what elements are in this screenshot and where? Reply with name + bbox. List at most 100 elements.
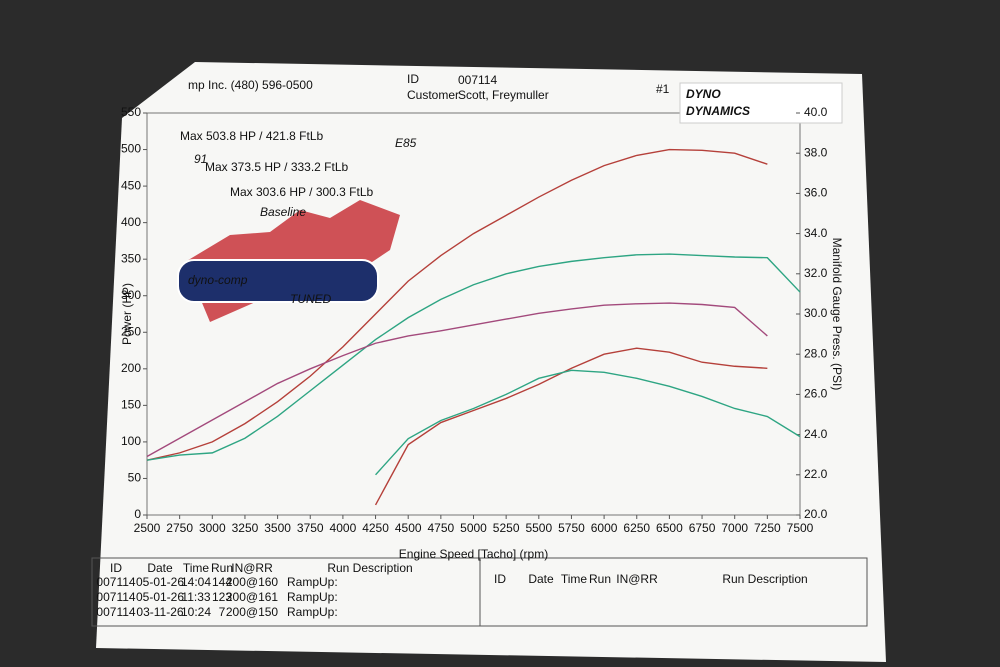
- y-axis-label: Power (HP): [120, 283, 134, 345]
- y2-tick-label: 40.0: [804, 105, 828, 119]
- table-cell: 7: [219, 605, 226, 619]
- series-line: [146, 253, 801, 461]
- x-tick-label: 4500: [395, 521, 422, 535]
- logo-badge: [177, 259, 379, 303]
- annotation: Max 373.5 HP / 333.2 FtLb: [205, 160, 349, 174]
- header-page: #1: [656, 82, 670, 96]
- table-header: ID: [494, 572, 506, 586]
- x-tick-label: 3000: [199, 521, 226, 535]
- table-header: Time: [561, 572, 588, 586]
- y2-tick-label: 26.0: [804, 387, 828, 401]
- x-tick-label: 7000: [721, 521, 748, 535]
- y-tick-label: 50: [128, 471, 142, 485]
- y-tick-label: 400: [121, 215, 141, 229]
- x-tick-label: 5000: [460, 521, 487, 535]
- annotation: E85: [395, 136, 417, 150]
- table-cell: 200@160: [226, 575, 279, 589]
- table-cell: 14:04: [181, 575, 211, 589]
- table-header: Run: [589, 572, 611, 586]
- y2-tick-label: 38.0: [804, 145, 828, 159]
- table-cell: RampUp:: [287, 575, 338, 589]
- table-header: Run Description: [722, 572, 807, 586]
- annotation: 91: [194, 152, 207, 166]
- table-cell: 11:33: [181, 590, 210, 604]
- x-tick-label: 2500: [134, 521, 161, 535]
- y-tick-label: 450: [121, 178, 141, 192]
- y-tick-label: 550: [121, 105, 141, 119]
- y2-tick-label: 20.0: [804, 507, 828, 521]
- header-id: 007114: [458, 73, 497, 87]
- table-cell: 05-01-26: [136, 575, 184, 589]
- x-tick-label: 7250: [754, 521, 781, 535]
- x-tick-label: 5250: [493, 521, 520, 535]
- table-header: Date: [528, 572, 554, 586]
- x-tick-label: 2750: [166, 521, 193, 535]
- series-line: [146, 148, 768, 461]
- table-cell: 05-01-26: [136, 590, 184, 604]
- annotation: TUNED: [290, 292, 332, 306]
- table-cell: RampUp:: [287, 605, 338, 619]
- x-tick-label: 7500: [787, 521, 814, 535]
- table-cell: 007114: [96, 605, 135, 619]
- x-tick-label: 5750: [558, 521, 585, 535]
- table-header: Date: [147, 561, 173, 575]
- series-line: [375, 369, 801, 476]
- x-tick-label: 3250: [232, 521, 259, 535]
- header-customer_label: Customer: [407, 88, 459, 102]
- x-tick-label: 4000: [330, 521, 357, 535]
- logo-text: DYNO: [686, 87, 721, 101]
- header-company: mp Inc. (480) 596-0500: [188, 78, 313, 92]
- table-cell: 123: [212, 590, 232, 604]
- annotation: dyno-comp: [188, 273, 248, 287]
- table-header: Run: [211, 561, 233, 575]
- y2-tick-label: 32.0: [804, 266, 828, 280]
- paper: [96, 62, 886, 662]
- table-cell: 200@161: [226, 590, 279, 604]
- table-cell: 007114: [96, 575, 135, 589]
- table-header: IN@RR: [616, 572, 658, 586]
- annotation: Max 303.6 HP / 300.3 FtLb: [230, 185, 374, 199]
- x-tick-label: 3500: [264, 521, 291, 535]
- y-tick-label: 250: [121, 324, 141, 338]
- annotation: Max 503.8 HP / 421.8 FtLb: [180, 129, 324, 143]
- table-cell: 200@150: [226, 605, 279, 619]
- table-cell: 10:24: [181, 605, 211, 619]
- x-tick-label: 4250: [362, 521, 389, 535]
- annotation: Baseline: [260, 205, 306, 219]
- table-cell: 144: [212, 575, 232, 589]
- y-tick-label: 200: [121, 361, 141, 375]
- y-tick-label: 500: [121, 142, 141, 156]
- header-id_label: ID: [407, 72, 419, 86]
- table-header: IN@RR: [231, 561, 273, 575]
- y-tick-label: 100: [121, 434, 141, 448]
- x-tick-label: 6000: [591, 521, 618, 535]
- x-tick-label: 3750: [297, 521, 324, 535]
- y2-tick-label: 34.0: [804, 226, 828, 240]
- logo-box: [679, 82, 843, 124]
- series-line: [146, 302, 768, 458]
- y-tick-label: 350: [121, 251, 141, 265]
- table-header: Time: [183, 561, 210, 575]
- y2-tick-label: 30.0: [804, 306, 828, 320]
- y2-tick-label: 24.0: [804, 427, 828, 441]
- y-tick-label: 150: [121, 398, 141, 412]
- y2-axis-label: Manifold Gauge Press. (PSI): [830, 238, 844, 391]
- series-line: [374, 347, 768, 506]
- x-tick-label: 6500: [656, 521, 683, 535]
- header-customer: Scott, Freymuller: [458, 88, 549, 102]
- table-cell: RampUp:: [287, 590, 338, 604]
- y-tick-label: 300: [121, 288, 141, 302]
- table-cell: 007114: [96, 590, 135, 604]
- table-header: Run Description: [327, 561, 412, 575]
- x-tick-label: 6750: [689, 521, 716, 535]
- y-tick-label: 0: [134, 507, 141, 521]
- logo-text: DYNAMICS: [686, 104, 750, 118]
- x-tick-label: 6250: [623, 521, 650, 535]
- y2-tick-label: 28.0: [804, 346, 828, 360]
- table-header: ID: [110, 561, 122, 575]
- x-axis-label: Engine Speed [Tacho] (rpm): [399, 547, 548, 561]
- y2-tick-label: 22.0: [804, 467, 828, 481]
- x-tick-label: 5500: [525, 521, 552, 535]
- y2-tick-label: 36.0: [804, 186, 828, 200]
